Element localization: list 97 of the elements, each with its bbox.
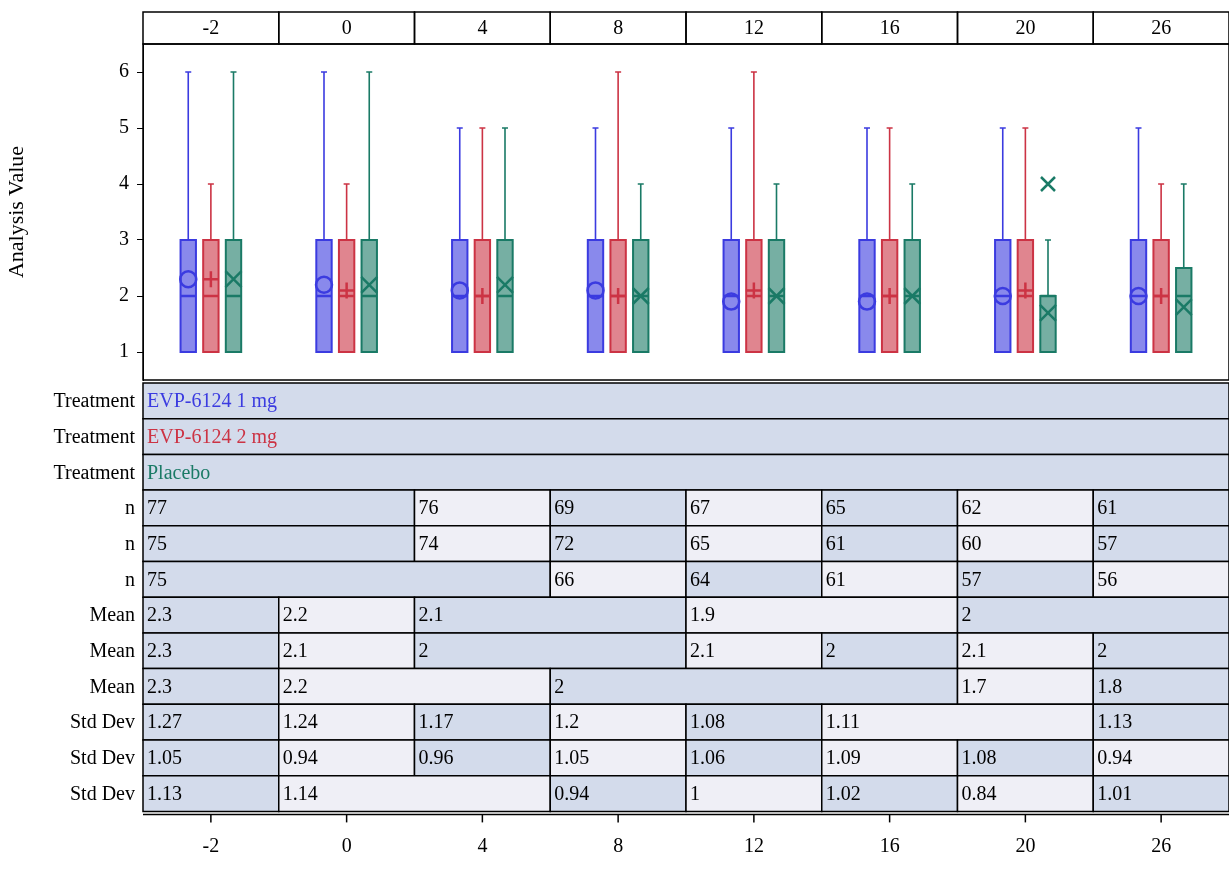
y-tick-label: 3 — [119, 227, 129, 250]
text: 2 — [961, 603, 972, 626]
text: Treatment — [53, 424, 135, 447]
y-tick-label: 6 — [119, 59, 129, 82]
text: 2.1 — [961, 639, 987, 661]
text: 0.94 — [554, 781, 590, 804]
x-tick-label: 0 — [341, 16, 352, 39]
text: 1.08 — [961, 746, 997, 769]
x-tick-label: 16 — [879, 16, 900, 39]
text: EVP-6124 1 mg — [147, 389, 277, 413]
text: 1.7 — [961, 674, 987, 697]
y-tick-label: 2 — [119, 283, 129, 306]
text: 1.24 — [282, 710, 318, 733]
text: 61 — [825, 531, 846, 554]
text: 60 — [961, 531, 982, 554]
category-label: 12 — [743, 833, 764, 856]
text: 2 — [825, 639, 836, 661]
text: 1.9 — [690, 603, 715, 626]
text: 1.14 — [282, 781, 318, 804]
text: 2.1 — [418, 603, 444, 626]
x-tick-label: 8 — [613, 16, 624, 39]
text: Std Dev — [70, 781, 135, 804]
text: 0.84 — [961, 781, 997, 804]
text: 66 — [554, 567, 575, 590]
text: 2.3 — [147, 603, 172, 626]
text: 2.3 — [147, 674, 172, 697]
text: n — [125, 531, 135, 554]
text: 65 — [690, 531, 710, 554]
text: 1.17 — [418, 710, 454, 733]
text: Mean — [89, 603, 135, 626]
category-label: 4 — [477, 833, 488, 856]
category-label: 8 — [613, 833, 624, 856]
text: 2 — [554, 674, 565, 697]
text: 1.8 — [1097, 674, 1123, 697]
category-label: -2 — [202, 833, 220, 856]
text: 1.13 — [1097, 710, 1133, 733]
text: 1 — [690, 781, 700, 804]
text: Mean — [89, 639, 135, 661]
y-tick-label: 4 — [119, 171, 129, 194]
text: 76 — [418, 496, 439, 519]
y-axis-title: Analysis Value — [2, 145, 28, 279]
text: Treatment — [53, 460, 135, 483]
y-tick-label: 5 — [119, 115, 129, 138]
y-tick-label: 1 — [119, 339, 129, 362]
text: 1.09 — [825, 746, 861, 769]
text: 62 — [961, 496, 982, 519]
category-label: 16 — [879, 833, 900, 856]
text: 74 — [418, 531, 439, 554]
text: 2.1 — [282, 639, 308, 661]
text: 77 — [147, 496, 167, 519]
legend-title: Treatment — [53, 389, 136, 412]
text: 67 — [690, 496, 710, 519]
text: 1.05 — [147, 746, 182, 769]
text: Std Dev — [70, 746, 135, 769]
text: 0.94 — [1097, 746, 1133, 769]
text: 72 — [554, 531, 575, 554]
text: 0.94 — [282, 746, 318, 769]
text: 57 — [1097, 531, 1118, 554]
text: 1.2 — [554, 710, 580, 733]
text: Std Dev — [70, 710, 135, 733]
text: Placebo — [147, 460, 211, 483]
text: 1.02 — [825, 781, 861, 804]
x-tick-label: 20 — [1015, 16, 1036, 39]
category-label: 20 — [1015, 833, 1036, 856]
text: 1.27 — [147, 710, 182, 733]
text: 2.1 — [690, 639, 715, 661]
text: 2 — [418, 639, 429, 661]
text: 65 — [825, 496, 846, 519]
text: 61 — [1097, 496, 1118, 519]
text: 1.13 — [147, 781, 182, 804]
text: 57 — [961, 567, 982, 590]
text: EVP-6124 2 mg — [147, 424, 277, 448]
text: 2.2 — [282, 674, 308, 697]
text: 61 — [825, 567, 846, 590]
category-label: 0 — [341, 833, 352, 856]
text: 69 — [554, 496, 575, 519]
text: 56 — [1097, 567, 1118, 590]
x-tick-label: 26 — [1151, 16, 1172, 39]
text: 1.05 — [554, 746, 590, 769]
text: 1.08 — [690, 710, 725, 733]
text: 64 — [690, 567, 710, 590]
text: 2.2 — [282, 603, 308, 626]
text: 75 — [147, 531, 167, 554]
text: 2 — [1097, 639, 1108, 661]
text: 75 — [147, 567, 167, 590]
text: 2.3 — [147, 639, 172, 661]
text: 1.06 — [690, 746, 725, 769]
text: n — [125, 496, 135, 519]
text: Mean — [89, 674, 135, 697]
text: 1.01 — [1097, 781, 1133, 804]
x-tick-label: 4 — [477, 16, 488, 39]
x-tick-label: 12 — [743, 16, 764, 39]
x-tick-label: -2 — [202, 16, 220, 39]
text: 0.96 — [418, 746, 454, 769]
text: n — [125, 567, 135, 590]
text: 1.11 — [825, 710, 861, 733]
category-label: 26 — [1151, 833, 1172, 856]
